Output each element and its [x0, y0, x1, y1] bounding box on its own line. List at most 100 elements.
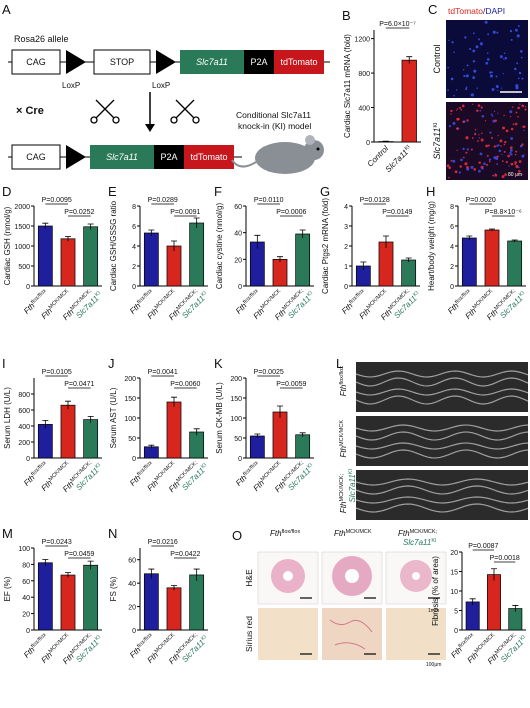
y-tick-label: 200 [230, 376, 242, 383]
dot [509, 29, 513, 33]
dot [452, 159, 456, 163]
dot [510, 153, 513, 156]
y-tick-label: 0 [26, 628, 30, 635]
dot [516, 62, 519, 65]
error-bar [65, 236, 71, 242]
error-bar [382, 140, 389, 142]
p2a-box [244, 50, 274, 74]
dot [472, 76, 476, 80]
dot [479, 109, 482, 112]
dot [466, 148, 470, 151]
dot [515, 111, 518, 114]
dot [497, 135, 499, 137]
dot [521, 104, 525, 108]
label-sup: MCK/MCK [48, 460, 71, 483]
y-tick-label: 0 [132, 628, 136, 635]
dot [492, 174, 495, 177]
y-tick-label: 2 [344, 244, 348, 251]
gene: Slc7a11 [196, 57, 228, 67]
y-tick-label: 200 [18, 440, 30, 447]
y-tick-label: 50 [128, 436, 136, 443]
y-tick-label: 1500 [14, 224, 30, 231]
label-sup: MCK/MCK; [339, 474, 345, 502]
gene-box [180, 50, 244, 74]
y-tick-label: 6 [132, 224, 136, 231]
dot [463, 74, 466, 78]
dot [522, 125, 526, 129]
bar [37, 225, 53, 287]
p-value: P=0.0105 [42, 369, 72, 376]
dot [516, 34, 520, 38]
p2a: P2A [160, 152, 177, 162]
dot [476, 109, 479, 112]
y-tick-label: 0 [344, 284, 348, 291]
y-tick-label: 80 [22, 562, 30, 569]
column-header: FthMCK/MCK [334, 529, 372, 538]
dot [524, 108, 527, 111]
dot [470, 165, 474, 169]
label-sup: flox/flox [242, 288, 260, 306]
y-tick-label: 8 [132, 204, 136, 211]
dot [476, 87, 478, 89]
p-value: P=0.0110 [254, 197, 284, 204]
dot [493, 110, 496, 113]
dot [487, 144, 490, 147]
dot [514, 161, 517, 164]
error-bar [171, 585, 177, 591]
cag-box [11, 144, 61, 170]
error-bar [193, 568, 200, 581]
dot [515, 164, 519, 169]
y-tick-label: 60 [234, 204, 242, 211]
bar [249, 435, 265, 459]
cell-dots [446, 103, 527, 179]
dot [496, 31, 499, 34]
dot [518, 71, 522, 75]
dot [472, 49, 476, 53]
echo-trace [355, 485, 529, 495]
p-value: P=0.0041 [148, 369, 178, 376]
label-sup: flox/flox [282, 529, 301, 535]
error-bar [383, 235, 389, 248]
dot [520, 56, 523, 59]
p2a-box [154, 145, 184, 169]
bar [401, 59, 417, 143]
bar [143, 446, 159, 459]
bar [189, 574, 205, 631]
error-bar [254, 234, 261, 249]
dot [518, 160, 522, 163]
bar [507, 240, 523, 287]
dot [488, 158, 492, 161]
y-tick-label: 100 [124, 416, 136, 423]
y-axis-label: Serum LDH (U/L) [3, 387, 12, 449]
error-bar [42, 559, 49, 567]
echo-bg [356, 416, 528, 466]
label-sup: KI [200, 290, 208, 298]
group-label: Slc7a11KI [384, 144, 414, 174]
dot [504, 56, 508, 60]
group-label: FthMCK/MCK; [398, 529, 438, 538]
dot [517, 25, 520, 28]
dot [515, 84, 519, 88]
panel-label: L [336, 356, 343, 371]
bar [166, 245, 182, 287]
stop-box [93, 49, 151, 75]
bar [295, 233, 311, 287]
label-base: Fth [270, 529, 282, 538]
y-tick-label: 2000 [14, 204, 30, 211]
label-sup: flox/flox [242, 460, 260, 478]
bar [83, 564, 99, 631]
error-bar [42, 222, 49, 229]
dot [481, 167, 484, 170]
y-tick-label: 800 [358, 71, 370, 78]
image-control [446, 20, 528, 98]
cell-dots [447, 20, 524, 97]
y-axis-label: Serum AST (U/L) [109, 387, 118, 448]
dot [503, 52, 506, 55]
label-sup: KI [348, 469, 354, 475]
dot [509, 110, 513, 114]
dot [453, 51, 455, 53]
error-bar [277, 256, 283, 262]
column-header: Fthflox/flox [270, 529, 300, 538]
y-axis-label: Cardiac Slc7a11 mRNA (fold) [343, 34, 352, 138]
